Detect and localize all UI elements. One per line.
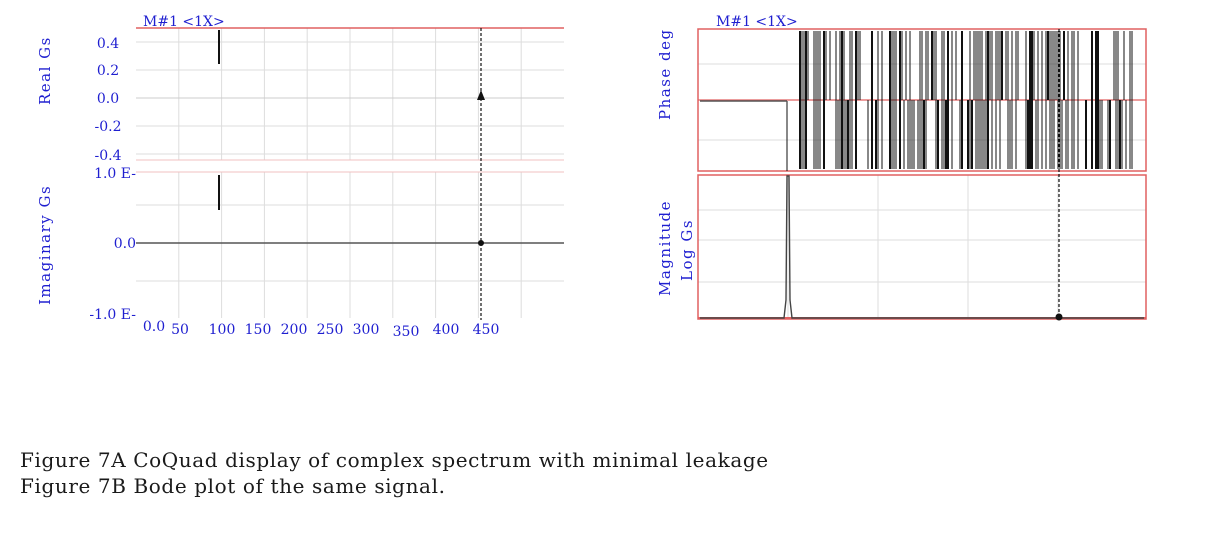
real-y-tick-label: 0.2 <box>97 63 119 79</box>
imaginary-y-tick-label: -1.0 E- <box>89 307 136 323</box>
coquad-panel: M#1 <1X> Real Gs Imaginary Gs 0.40.20.0-… <box>36 14 564 340</box>
real-y-tick-label: 0.4 <box>97 36 119 52</box>
bode-panel: M#1 <1X> Phase deg Magnitude Log Gs <box>656 14 1147 321</box>
x-tick-label: 150 <box>245 322 272 338</box>
real-y-ticks: 0.4 0.2 0.0 -0.2 -0.4 <box>95 36 122 164</box>
x-tick-label: 400 <box>433 322 460 338</box>
x-tick-label: 250 <box>317 322 344 338</box>
x-tick-label: 0.0 <box>143 319 165 335</box>
x-tick-label: 300 <box>353 322 380 338</box>
x-tick-label: 200 <box>281 322 308 338</box>
phase-y-axis-label: Phase deg <box>656 28 674 120</box>
real-cursor-marker <box>477 90 485 100</box>
imaginary-y-tick-label: 0.0 <box>114 236 136 252</box>
phase-series-line <box>786 31 1133 171</box>
real-grid <box>136 28 564 160</box>
figure-7a-caption: Figure 7A CoQuad display of complex spec… <box>20 448 769 472</box>
magnitude-y-axis-label-line2: Log Gs <box>678 219 696 281</box>
bode-cursor-label: M#1 <1X> <box>716 14 798 30</box>
figure-7b-caption: Figure 7B Bode plot of the same signal. <box>20 474 446 498</box>
x-tick-labels: 0.0 50 100 150 200 250 300 350 400 450 <box>143 319 500 340</box>
real-y-axis-label: Real Gs <box>36 36 54 105</box>
magnitude-frame <box>697 174 1147 320</box>
x-tick-label: 100 <box>209 322 236 338</box>
real-y-tick-label: 0.0 <box>97 91 119 107</box>
magnitude-y-axis-label: Magnitude Log Gs <box>656 194 696 296</box>
imaginary-y-tick-label: 1.0 E- <box>94 166 136 182</box>
x-tick-label: 450 <box>473 322 500 338</box>
imaginary-cursor-marker <box>478 240 484 246</box>
imaginary-grid <box>136 172 564 318</box>
imaginary-y-ticks: 1.0 E- 0.0 -1.0 E- <box>89 166 136 323</box>
coquad-cursor-label: M#1 <1X> <box>143 14 225 30</box>
magnitude-y-axis-label-line1: Magnitude <box>656 200 674 296</box>
imaginary-y-axis-label: Imaginary Gs <box>36 185 54 305</box>
real-y-tick-label: -0.4 <box>95 148 122 164</box>
x-tick-label: 50 <box>171 322 189 338</box>
bode-cursor-marker <box>1055 313 1063 321</box>
real-y-tick-label: -0.2 <box>95 119 122 135</box>
x-tick-label: 350 <box>393 324 420 340</box>
magnitude-series-line <box>700 175 1144 319</box>
